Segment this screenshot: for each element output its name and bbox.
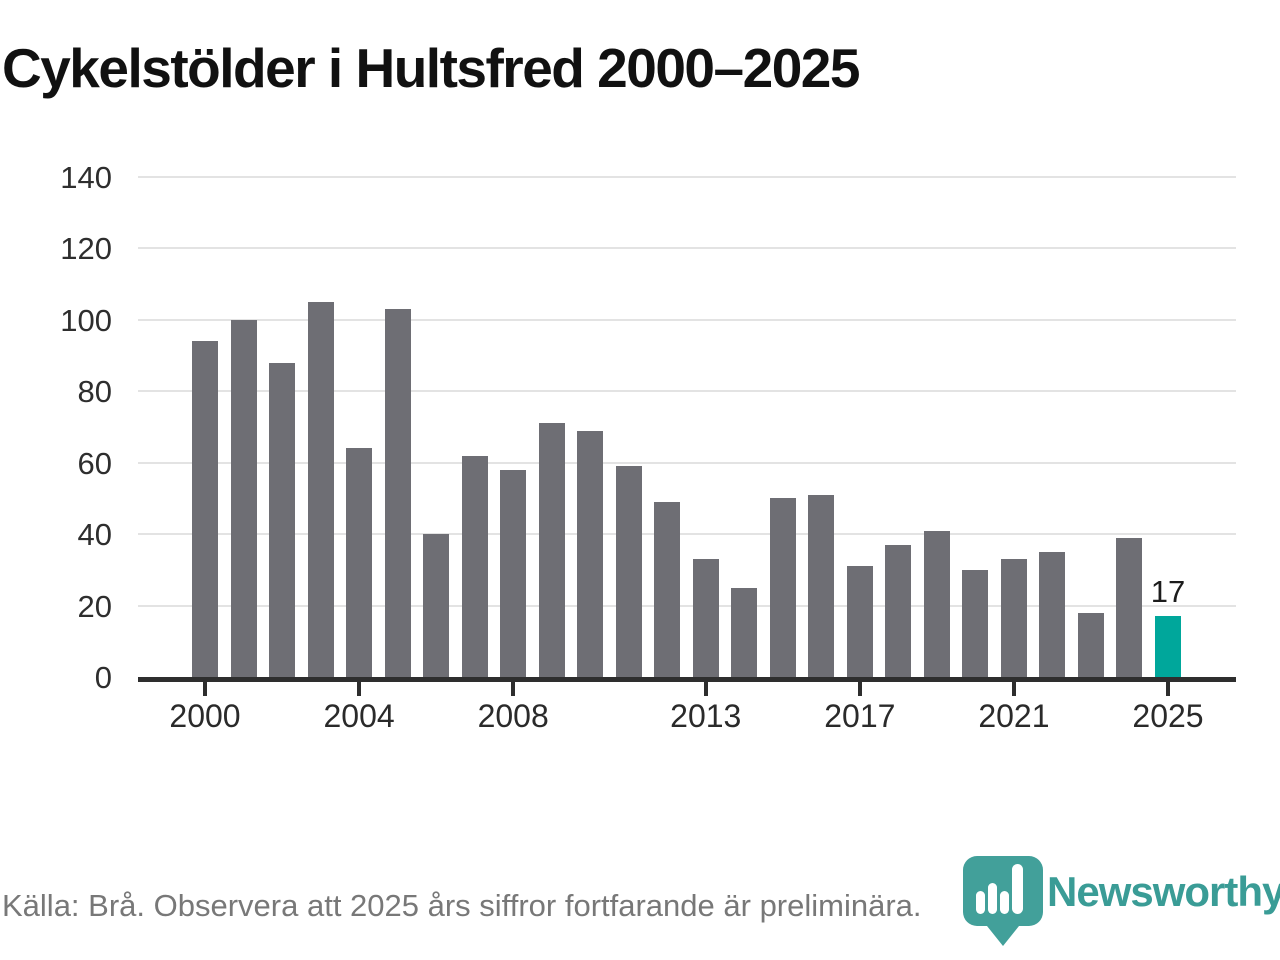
gridline-y-100 — [138, 318, 1236, 321]
bar-2008 — [500, 469, 527, 677]
bar-2009 — [538, 423, 565, 677]
gridline-y-120 — [138, 247, 1236, 250]
x-axis-tick — [1166, 682, 1170, 696]
bar-2013 — [692, 559, 719, 677]
bar-2007 — [461, 455, 488, 677]
bar-2003 — [307, 302, 334, 677]
x-axis-tick-label: 2025 — [1132, 698, 1204, 734]
bar-2011 — [615, 466, 642, 677]
bar-2017 — [846, 566, 873, 677]
highlight-value-label: 17 — [1150, 574, 1186, 610]
x-axis-tick — [703, 682, 708, 696]
x-axis-tick — [1011, 682, 1016, 696]
x-axis-tick-label: 2004 — [323, 698, 395, 734]
bar-2015 — [769, 498, 796, 677]
bar-2000 — [192, 341, 218, 677]
y-axis-tick-label: 40 — [77, 517, 112, 553]
x-axis-tick — [511, 682, 516, 696]
y-axis-tick-label: 80 — [77, 374, 112, 410]
bar-2012 — [654, 502, 681, 677]
bar-chart-pin-icon — [963, 856, 1043, 953]
x-axis-tick — [857, 682, 862, 696]
x-axis-tick — [203, 682, 207, 696]
x-axis-tick — [357, 682, 362, 696]
chart-title: Cykelstölder i Hultsfred 2000–2025 — [2, 37, 860, 99]
gridline-y-40 — [138, 533, 1236, 536]
bar-2018 — [885, 544, 912, 677]
bar-2005 — [384, 309, 411, 677]
bar-2016 — [808, 494, 835, 677]
bar-2001 — [230, 319, 257, 677]
gridline-y-140 — [138, 176, 1236, 178]
x-axis-line — [138, 677, 1236, 682]
bar-2006 — [423, 534, 450, 677]
y-axis-tick-label: 140 — [60, 160, 112, 195]
y-axis-tick-label: 100 — [60, 302, 112, 338]
x-axis-tick-label: 2017 — [824, 698, 896, 734]
bar-2004 — [346, 448, 373, 677]
bar-chart-plot-area: 0 20 40 60 80 100 120 140 2000 2004 2008 2013 2017 20… — [60, 160, 1236, 734]
bar-2022 — [1039, 552, 1066, 677]
bar-2010 — [577, 430, 604, 677]
gridline-y-60 — [138, 461, 1236, 464]
x-axis-tick-label: 2013 — [670, 698, 742, 734]
bar-2021 — [1000, 559, 1027, 677]
x-axis-tick-label: 2000 — [169, 698, 241, 734]
x-axis-tick-label: 2021 — [978, 698, 1050, 734]
y-axis-tick-label: 60 — [77, 445, 112, 481]
logo-wordmark: Newsworthy — [1047, 868, 1280, 915]
source-note: Källa: Brå. Observera att 2025 års siffr… — [2, 888, 922, 923]
bar-2014 — [731, 587, 758, 677]
y-axis-tick-label: 0 — [94, 660, 112, 695]
gridline-y-80 — [138, 390, 1236, 393]
bar-2024 — [1116, 537, 1143, 677]
x-axis-tick-label: 2008 — [477, 698, 549, 734]
bar-2020 — [962, 569, 989, 677]
bar-2025 — [1155, 616, 1181, 677]
bar-2023 — [1077, 612, 1104, 677]
y-axis-tick-label: 20 — [77, 588, 112, 624]
gridline-y-20 — [138, 604, 1236, 607]
bar-2002 — [269, 362, 296, 677]
y-axis-tick-label: 120 — [60, 231, 112, 267]
newsworthy-logo: Newsworthy — [963, 856, 1280, 953]
bar-2019 — [923, 530, 950, 677]
